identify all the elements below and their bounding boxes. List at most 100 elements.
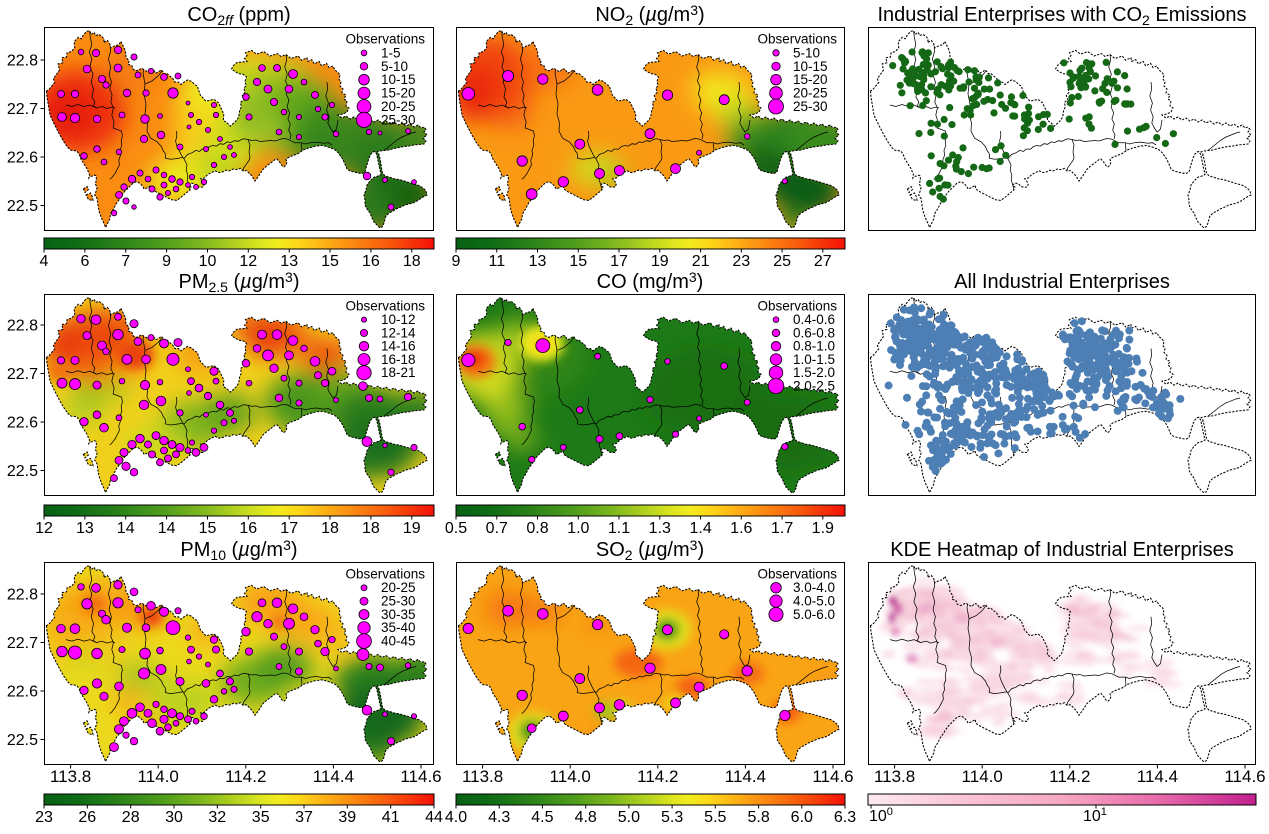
svg-text:22.5: 22.5	[7, 198, 38, 215]
svg-text:1.5-2.0: 1.5-2.0	[793, 365, 835, 380]
svg-text:NO2 (µg/m3): NO2 (µg/m3)	[595, 2, 704, 28]
svg-text:17: 17	[610, 253, 628, 270]
svg-text:114.6: 114.6	[400, 767, 441, 786]
svg-text:11: 11	[488, 253, 505, 270]
svg-text:14-16: 14-16	[381, 339, 415, 354]
svg-text:22.8: 22.8	[7, 587, 38, 604]
svg-text:0.6-0.8: 0.6-0.8	[793, 325, 835, 340]
svg-text:5.0-6.0: 5.0-6.0	[793, 607, 835, 622]
svg-text:7: 7	[121, 253, 130, 270]
svg-text:113.8: 113.8	[874, 767, 915, 786]
svg-text:Observations: Observations	[758, 566, 838, 581]
svg-text:6.0: 6.0	[791, 809, 813, 826]
svg-text:1.6: 1.6	[730, 520, 752, 537]
svg-text:23: 23	[732, 253, 750, 270]
svg-text:4.5: 4.5	[531, 809, 553, 826]
svg-text:3.0-4.0: 3.0-4.0	[793, 580, 835, 595]
svg-text:CO (mg/m3): CO (mg/m3)	[597, 269, 704, 293]
svg-text:22.6: 22.6	[7, 415, 38, 432]
svg-text:1.3: 1.3	[649, 520, 671, 537]
svg-text:35: 35	[252, 809, 270, 826]
svg-text:16-18: 16-18	[381, 352, 415, 367]
svg-text:25-30: 25-30	[381, 594, 416, 609]
svg-text:16: 16	[239, 520, 257, 537]
svg-text:37: 37	[295, 809, 313, 826]
svg-text:22.5: 22.5	[7, 732, 38, 749]
svg-text:5.8: 5.8	[747, 809, 769, 826]
svg-text:1.0: 1.0	[567, 520, 589, 537]
svg-text:10-12: 10-12	[381, 312, 415, 327]
svg-text:15: 15	[569, 253, 587, 270]
svg-text:5-10: 5-10	[793, 45, 820, 60]
svg-text:22.7: 22.7	[7, 366, 38, 383]
svg-text:10-15: 10-15	[793, 59, 828, 74]
svg-text:2.0-2.5: 2.0-2.5	[793, 379, 835, 394]
svg-text:40-45: 40-45	[381, 634, 416, 649]
svg-text:18: 18	[321, 520, 339, 537]
svg-text:22.7: 22.7	[7, 635, 38, 652]
svg-text:6.3: 6.3	[834, 809, 856, 826]
svg-text:PM2.5 (µg/m3): PM2.5 (µg/m3)	[178, 269, 299, 295]
svg-text:9: 9	[452, 253, 461, 270]
svg-text:4: 4	[40, 253, 49, 270]
svg-text:22.8: 22.8	[7, 53, 38, 70]
svg-text:39: 39	[338, 809, 356, 826]
svg-text:Industrial Enterprises with CO: Industrial Enterprises with CO2 Emission…	[877, 4, 1246, 28]
svg-text:114.2: 114.2	[1049, 767, 1090, 786]
svg-text:1.1: 1.1	[608, 520, 630, 537]
svg-text:114.0: 114.0	[962, 767, 1003, 786]
svg-text:13: 13	[280, 253, 298, 270]
svg-text:14: 14	[158, 520, 176, 537]
svg-text:16: 16	[362, 253, 380, 270]
svg-text:113.8: 113.8	[462, 767, 503, 786]
svg-text:114.6: 114.6	[1224, 767, 1265, 786]
svg-text:18: 18	[403, 253, 421, 270]
svg-text:114.0: 114.0	[138, 767, 179, 786]
svg-text:Observations: Observations	[346, 566, 426, 581]
svg-text:13: 13	[76, 520, 94, 537]
svg-text:114.4: 114.4	[1137, 767, 1178, 786]
svg-text:26: 26	[78, 809, 96, 826]
svg-text:22.6: 22.6	[7, 684, 38, 701]
svg-text:114.4: 114.4	[725, 767, 766, 786]
svg-text:1.4: 1.4	[689, 520, 711, 537]
svg-text:13: 13	[529, 253, 547, 270]
svg-text:114.2: 114.2	[637, 767, 678, 786]
svg-text:21: 21	[692, 253, 710, 270]
svg-text:1.9: 1.9	[812, 520, 834, 537]
svg-text:CO2ff (ppm): CO2ff (ppm)	[187, 4, 290, 28]
svg-text:25: 25	[773, 253, 791, 270]
svg-text:17: 17	[280, 520, 298, 537]
svg-text:4.3: 4.3	[488, 809, 510, 826]
svg-text:22.7: 22.7	[7, 101, 38, 118]
svg-text:32: 32	[208, 809, 226, 826]
svg-text:41: 41	[382, 809, 400, 826]
svg-text:6: 6	[80, 253, 89, 270]
svg-text:9: 9	[162, 253, 171, 270]
svg-text:28: 28	[122, 809, 140, 826]
svg-text:1.7: 1.7	[771, 520, 793, 537]
svg-text:23: 23	[35, 809, 53, 826]
svg-text:114.4: 114.4	[313, 767, 354, 786]
svg-text:5.0: 5.0	[618, 809, 640, 826]
svg-text:18-21: 18-21	[381, 365, 415, 380]
svg-text:44: 44	[425, 809, 443, 826]
svg-text:KDE Heatmap of Industrial Ente: KDE Heatmap of Industrial Enterprises	[890, 539, 1234, 561]
svg-text:Observations: Observations	[758, 298, 838, 313]
svg-text:Observations: Observations	[345, 32, 425, 47]
svg-text:0.7: 0.7	[486, 520, 508, 537]
svg-text:25-30: 25-30	[793, 99, 828, 114]
svg-text:114.0: 114.0	[550, 767, 591, 786]
svg-text:20-25: 20-25	[793, 86, 828, 101]
svg-text:113.8: 113.8	[50, 767, 91, 786]
svg-text:30-35: 30-35	[381, 607, 416, 622]
svg-text:12-14: 12-14	[381, 325, 416, 340]
svg-text:All Industrial Enterprises: All Industrial Enterprises	[954, 271, 1170, 293]
svg-text:15: 15	[321, 253, 339, 270]
svg-text:15-20: 15-20	[793, 72, 828, 87]
svg-text:0.4-0.6: 0.4-0.6	[793, 312, 835, 327]
svg-text:5.5: 5.5	[704, 809, 726, 826]
svg-text:114.2: 114.2	[225, 767, 266, 786]
svg-text:5-10: 5-10	[381, 59, 408, 74]
svg-text:10-15: 10-15	[381, 72, 416, 87]
